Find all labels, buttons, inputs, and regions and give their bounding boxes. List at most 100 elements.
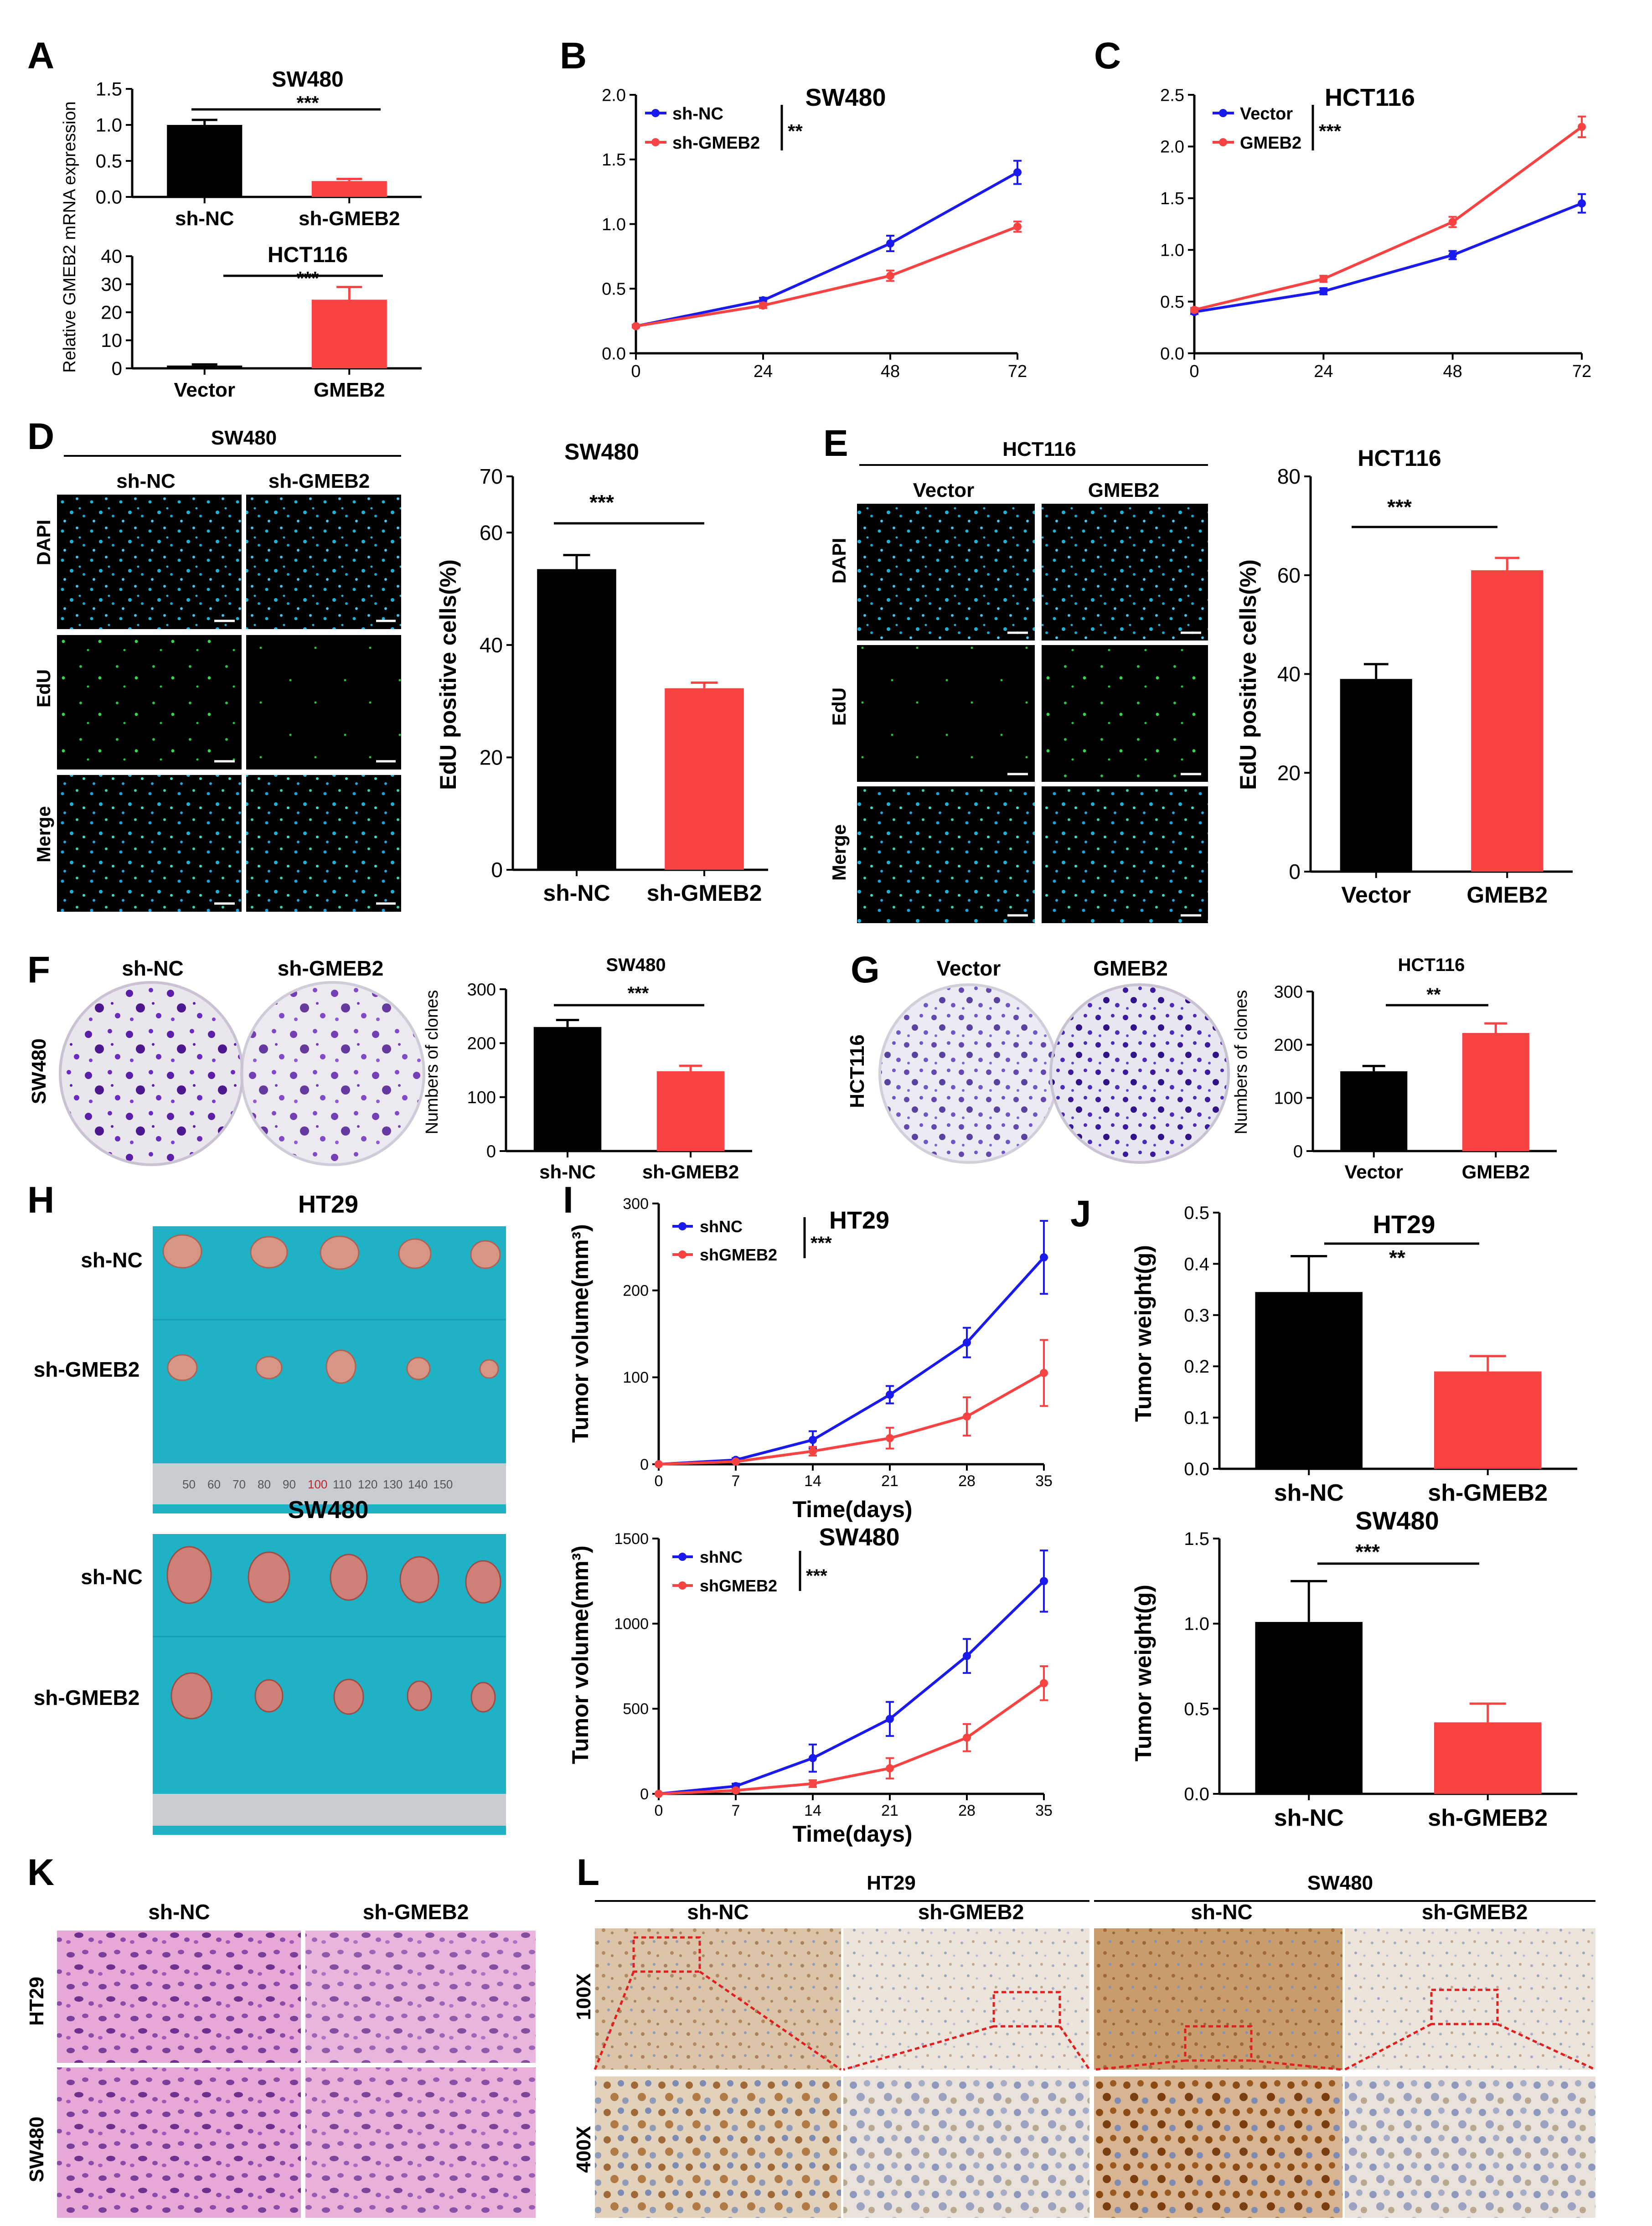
panel-letter-a: A [27, 35, 54, 77]
panel-e-bar-title: HCT116 [1358, 445, 1441, 471]
data-point [1190, 305, 1198, 314]
panel-h: HT29 50 60 70 80 90 100 110 120 130 140 … [34, 1191, 506, 1835]
data-point [1448, 217, 1457, 226]
y-tick-label: 0 [491, 858, 503, 882]
series-line-gmeb2 [1194, 125, 1583, 311]
panel-e-row-edu: EdU [828, 687, 850, 726]
y-tick-label: 0 [640, 1786, 649, 1803]
y-tick-label: 0.0 [1160, 344, 1184, 363]
y-tick-label: 0 [1293, 1142, 1303, 1161]
bar-gmeb2 [1471, 570, 1544, 872]
panel-h-bottom-row-sh-gmeb2: sh-GMEB2 [34, 1686, 140, 1710]
panel-e: HCT116 Vector GMEB2 DAPI EdU Merge HCT11… [828, 438, 1573, 923]
panel-f: sh-NC sh-GMEB2 SW480 SW480 *** Numbers o… [28, 955, 752, 1183]
y-tick-label: 1.0 [602, 215, 626, 234]
y-tick-label: 1.0 [1184, 1614, 1209, 1634]
panel-l-col-3: sh-NC [1191, 1900, 1252, 1924]
y-tick-label: 2.0 [1160, 138, 1184, 157]
colony-plate-vector [878, 983, 1059, 1164]
ihc-100x-sw480-sh-gmeb2 [1345, 1928, 1595, 2070]
micrograph-edu-sh-nc [57, 635, 242, 770]
y-tick-label: 80 [1277, 465, 1301, 488]
ruler-ht29-labels: 50 60 70 80 90 100 110 120 130 140 150 [182, 1477, 453, 1491]
data-point [1040, 1577, 1048, 1586]
panel-l-col-4: sh-GMEB2 [1422, 1900, 1528, 1924]
y-tick-label: 0.5 [1184, 1699, 1209, 1719]
ihc-400x-sw480-sh-gmeb2 [1345, 2076, 1595, 2218]
panel-b-title: SW480 [805, 84, 886, 111]
data-point [963, 1338, 971, 1347]
panel-j-bottom-title: SW480 [1355, 1506, 1439, 1535]
ihc-400x-ht29-sh-nc [595, 2076, 841, 2218]
chart-i-bottom: 1500 1000 500 00 7 14 21 28 35 [614, 1530, 1053, 1819]
svg-text:60: 60 [207, 1477, 221, 1491]
svg-text:140: 140 [408, 1477, 428, 1491]
y-tick-label: 500 [623, 1700, 649, 1718]
panel-i-bottom-sig: *** [806, 1566, 827, 1586]
panel-f-bar-title: SW480 [606, 955, 666, 975]
panel-l-col-2: sh-GMEB2 [918, 1900, 1024, 1924]
panel-a-bottom-title: HCT116 [268, 243, 348, 267]
x-tick-label: 28 [958, 1802, 976, 1819]
panel-i-bottom-ylabel: Tumor volume(mm³) [568, 1545, 593, 1764]
y-tick-label: 100 [467, 1088, 496, 1107]
data-point [655, 1460, 663, 1468]
data-point [1319, 274, 1328, 283]
y-tick-label: 1.5 [1184, 1529, 1209, 1549]
category-label: sh-NC [1274, 1805, 1344, 1831]
x-tick-label: 0 [1189, 362, 1199, 381]
data-point [886, 1715, 894, 1723]
y-tick-label: 0.0 [1184, 1784, 1209, 1804]
data-point [1040, 1679, 1048, 1688]
y-tick-label: 30 [101, 274, 122, 295]
data-point [1040, 1253, 1048, 1262]
colony-plate-sh-nc [59, 981, 244, 1166]
panel-g-bar-title: HCT116 [1398, 955, 1465, 975]
legend-label-shnc: shNC [700, 1217, 743, 1236]
legend-label-sh-gmeb2: sh-GMEB2 [672, 134, 760, 153]
panel-d: SW480 sh-NC sh-GMEB2 DAPI EdU Merge SW48… [33, 427, 768, 912]
panel-j-top-ylabel: Tumor weight(g) [1131, 1245, 1156, 1422]
micrograph-dapi-sh-gmeb2 [246, 495, 401, 629]
panel-h-top-title: HT29 [298, 1191, 358, 1218]
bar-sh-nc [537, 569, 616, 870]
bar-sh-nc [533, 1027, 602, 1151]
ruler-sw480 [153, 1794, 506, 1826]
panel-i-top-xlabel: Time(days) [792, 1497, 912, 1522]
x-tick-label: 21 [881, 1472, 898, 1490]
micrograph-dapi-gmeb2 [1042, 504, 1208, 640]
bar-sh-gmeb2 [1434, 1371, 1542, 1469]
y-tick-label: 0 [486, 1142, 496, 1161]
tumors-sw480-sh-gmeb2 [170, 1672, 496, 1720]
ihc-400x-sw480-sh-nc [1094, 2076, 1342, 2218]
category-label: Vector [1341, 882, 1411, 908]
colony-plate-gmeb2 [1049, 983, 1230, 1164]
legend-marker-gmeb2 [1219, 138, 1227, 146]
y-tick-label: 40 [480, 633, 503, 657]
data-point [1013, 222, 1022, 231]
panel-j-bottom-sig: *** [1355, 1540, 1380, 1564]
data-point [963, 1412, 971, 1421]
micrograph-edu-vector [857, 645, 1035, 782]
panel-i-bottom-legend: shNC shGMEB2 *** [672, 1548, 827, 1595]
panel-letter-l: L [577, 1852, 599, 1893]
panel-f-bar-sig: *** [628, 983, 649, 1003]
y-tick-label: 0 [640, 1456, 649, 1473]
y-tick-label: 0 [1289, 860, 1301, 883]
category-label: sh-NC [175, 207, 234, 230]
svg-text:90: 90 [283, 1477, 296, 1491]
data-point [809, 1779, 817, 1788]
panel-e-group-gmeb2: GMEB2 [1088, 479, 1159, 501]
xenograft-photo-sw480 [153, 1534, 506, 1835]
micrograph-edu-gmeb2 [1042, 645, 1208, 782]
x-tick-label: 14 [804, 1802, 821, 1819]
panel-a-ylabel: Relative GMEB2 mRNA expression [60, 101, 79, 373]
category-label: sh-GMEB2 [647, 880, 762, 906]
panel-g-bar-ylabel: Numbers of clones [1232, 990, 1251, 1135]
chart-g: 300 200 100 0 Vector GMEB2 [1274, 982, 1557, 1183]
data-point [809, 1436, 817, 1444]
panel-j: HT29 ** Tumor weight(g) 0.50.40.30.20.10… [1131, 1203, 1577, 1831]
panel-j-top-title: HT29 [1373, 1210, 1435, 1239]
y-tick-label: 70 [480, 465, 503, 488]
x-tick-label: 35 [1035, 1472, 1053, 1490]
